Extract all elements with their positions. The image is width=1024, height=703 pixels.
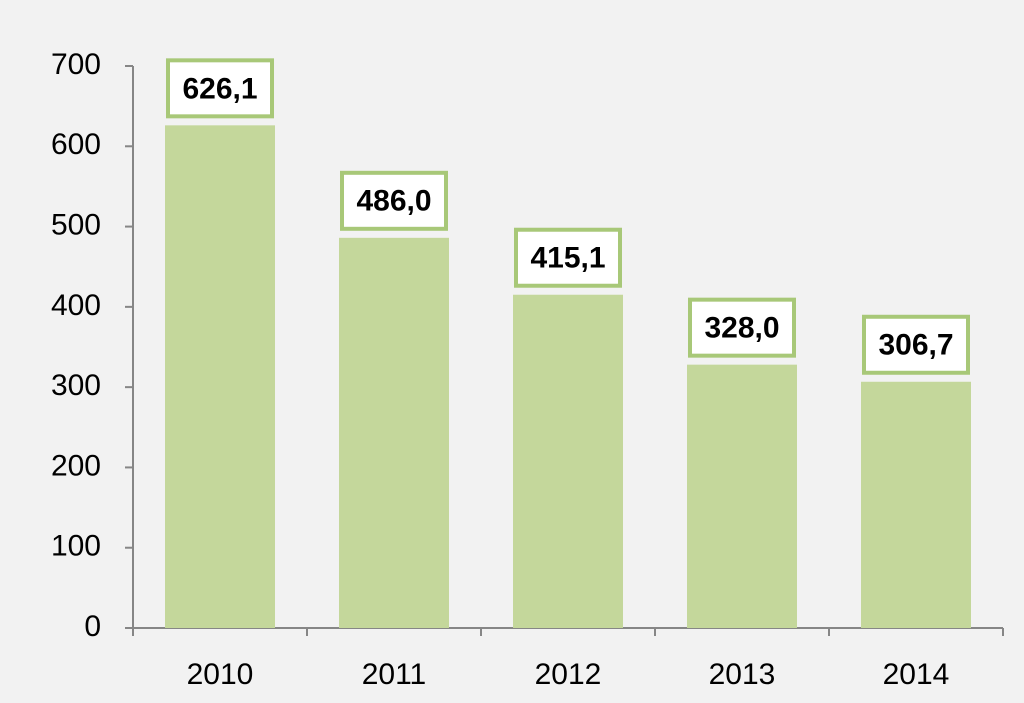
value-label: 306,7 [878,329,953,362]
bar [165,125,275,628]
x-tick-label: 2010 [187,658,254,691]
y-tick-label: 0 [84,610,101,643]
bar [861,381,971,628]
value-label: 486,0 [356,185,431,218]
value-label-box [514,227,622,288]
value-label-box [166,58,274,119]
y-tick-label: 400 [51,289,101,322]
y-tick-label: 600 [51,128,101,161]
value-label-box [862,314,970,375]
y-tick-label: 700 [51,48,101,81]
value-label-box [340,170,448,231]
x-tick-label: 2011 [362,658,427,691]
x-tick-label: 2013 [709,658,776,691]
y-tick-label: 100 [51,530,101,563]
value-label: 415,1 [530,242,605,275]
value-label: 328,0 [704,312,779,345]
x-tick-label: 2012 [535,658,602,691]
value-label-box [688,297,796,358]
x-tick-label: 2014 [883,658,950,691]
bar [513,294,623,628]
bar [687,364,797,628]
value-label: 626,1 [182,72,257,105]
y-tick-label: 300 [51,369,101,402]
y-tick-label: 500 [51,208,101,241]
bar [339,237,449,628]
y-tick-label: 200 [51,449,101,482]
